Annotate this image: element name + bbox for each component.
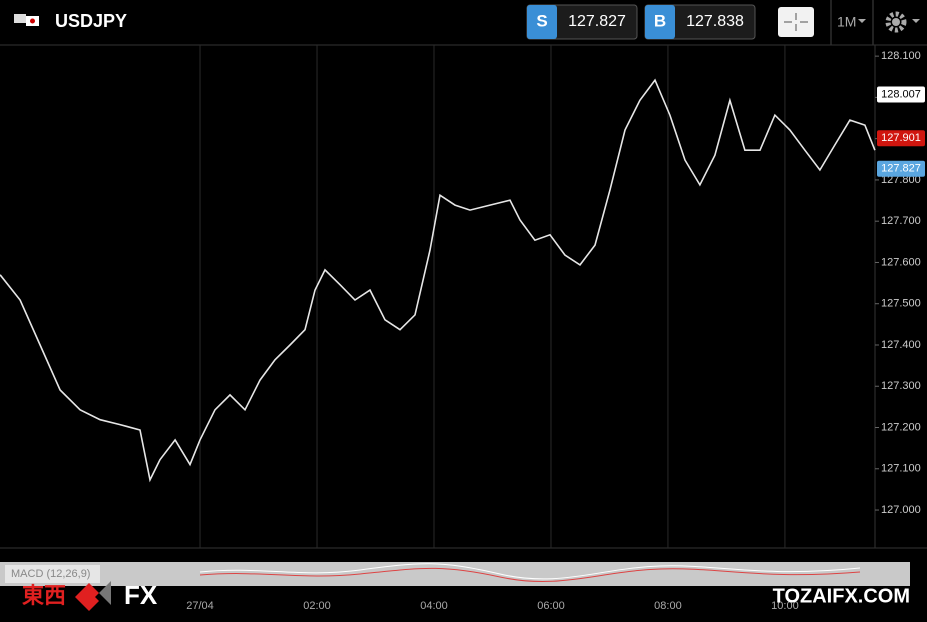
macd-label-box xyxy=(5,565,100,583)
price-tag-label: 127.827 xyxy=(881,163,921,175)
price-line xyxy=(0,78,876,483)
x-tick-label: 04:00 xyxy=(420,600,448,612)
y-tick-label: 127.100 xyxy=(881,463,921,475)
site-name: TOZAIFX.COM xyxy=(773,585,910,607)
crosshair-box[interactable] xyxy=(778,7,814,37)
y-tick-label: 127.600 xyxy=(881,256,921,268)
sell-tab[interactable] xyxy=(527,5,557,39)
macd-line xyxy=(199,563,861,580)
x-tick-label: 02:00 xyxy=(303,600,331,612)
x-tick-label: 10:00 xyxy=(771,600,799,612)
flag-us xyxy=(14,14,26,23)
x-tick-label: 08:00 xyxy=(654,600,682,612)
price-chart: 27/04 02:00 04:00 06:00 08:00 10:00 127.000 127… xyxy=(0,45,927,612)
y-tick-label: 127.800 xyxy=(881,174,921,186)
sell-label[interactable]: S xyxy=(536,11,547,30)
sell-button[interactable]: S 127.827 xyxy=(526,4,638,40)
settings-gear-hub[interactable] xyxy=(892,18,900,26)
price-tag-label: 127.901 xyxy=(881,132,921,144)
price-tag-label: 128.007 xyxy=(881,88,921,100)
logo-mark-2 xyxy=(99,581,111,605)
buy-label[interactable]: B xyxy=(654,11,666,30)
timeframe[interactable]: 1M xyxy=(837,14,856,30)
y-tick-label: 127.500 xyxy=(881,298,921,310)
y-tick-label: 127.300 xyxy=(881,380,921,392)
timeframe-caret[interactable] xyxy=(858,19,866,23)
price-tag xyxy=(877,86,925,103)
buy-price[interactable]: 127.838 xyxy=(686,13,744,30)
sell-price[interactable]: 127.827 xyxy=(568,13,626,30)
logo-fx: FX xyxy=(124,580,158,610)
logo-cjk: 東西 xyxy=(22,583,66,608)
header: USDJPY S 127.827 B 127.838 1M xyxy=(0,0,927,46)
y-tick-label: 127.400 xyxy=(881,339,921,351)
y-tick-label: 127.000 xyxy=(881,504,921,516)
price-tag xyxy=(877,130,925,147)
flag-jp-dot xyxy=(30,18,35,24)
settings-caret[interactable] xyxy=(912,19,920,23)
macd-signal xyxy=(199,567,861,582)
logo-mark xyxy=(75,583,99,611)
y-tick-label: 127.700 xyxy=(881,215,921,227)
crosshair-button[interactable] xyxy=(778,7,814,37)
macd-label: MACD (12,26,9) xyxy=(11,568,90,580)
price-tag xyxy=(877,160,925,177)
y-tick-label: 128.100 xyxy=(881,50,921,62)
buy-tab[interactable] xyxy=(645,5,675,39)
symbol: USDJPY xyxy=(55,11,127,31)
crosshair-icon[interactable] xyxy=(784,13,808,31)
settings-gear[interactable] xyxy=(885,11,907,33)
x-tick-label: 27/04 xyxy=(186,600,214,612)
buy-button[interactable]: B 127.838 xyxy=(644,4,756,40)
x-tick-label: 06:00 xyxy=(537,600,565,612)
y-tick-label: 127.200 xyxy=(881,421,921,433)
